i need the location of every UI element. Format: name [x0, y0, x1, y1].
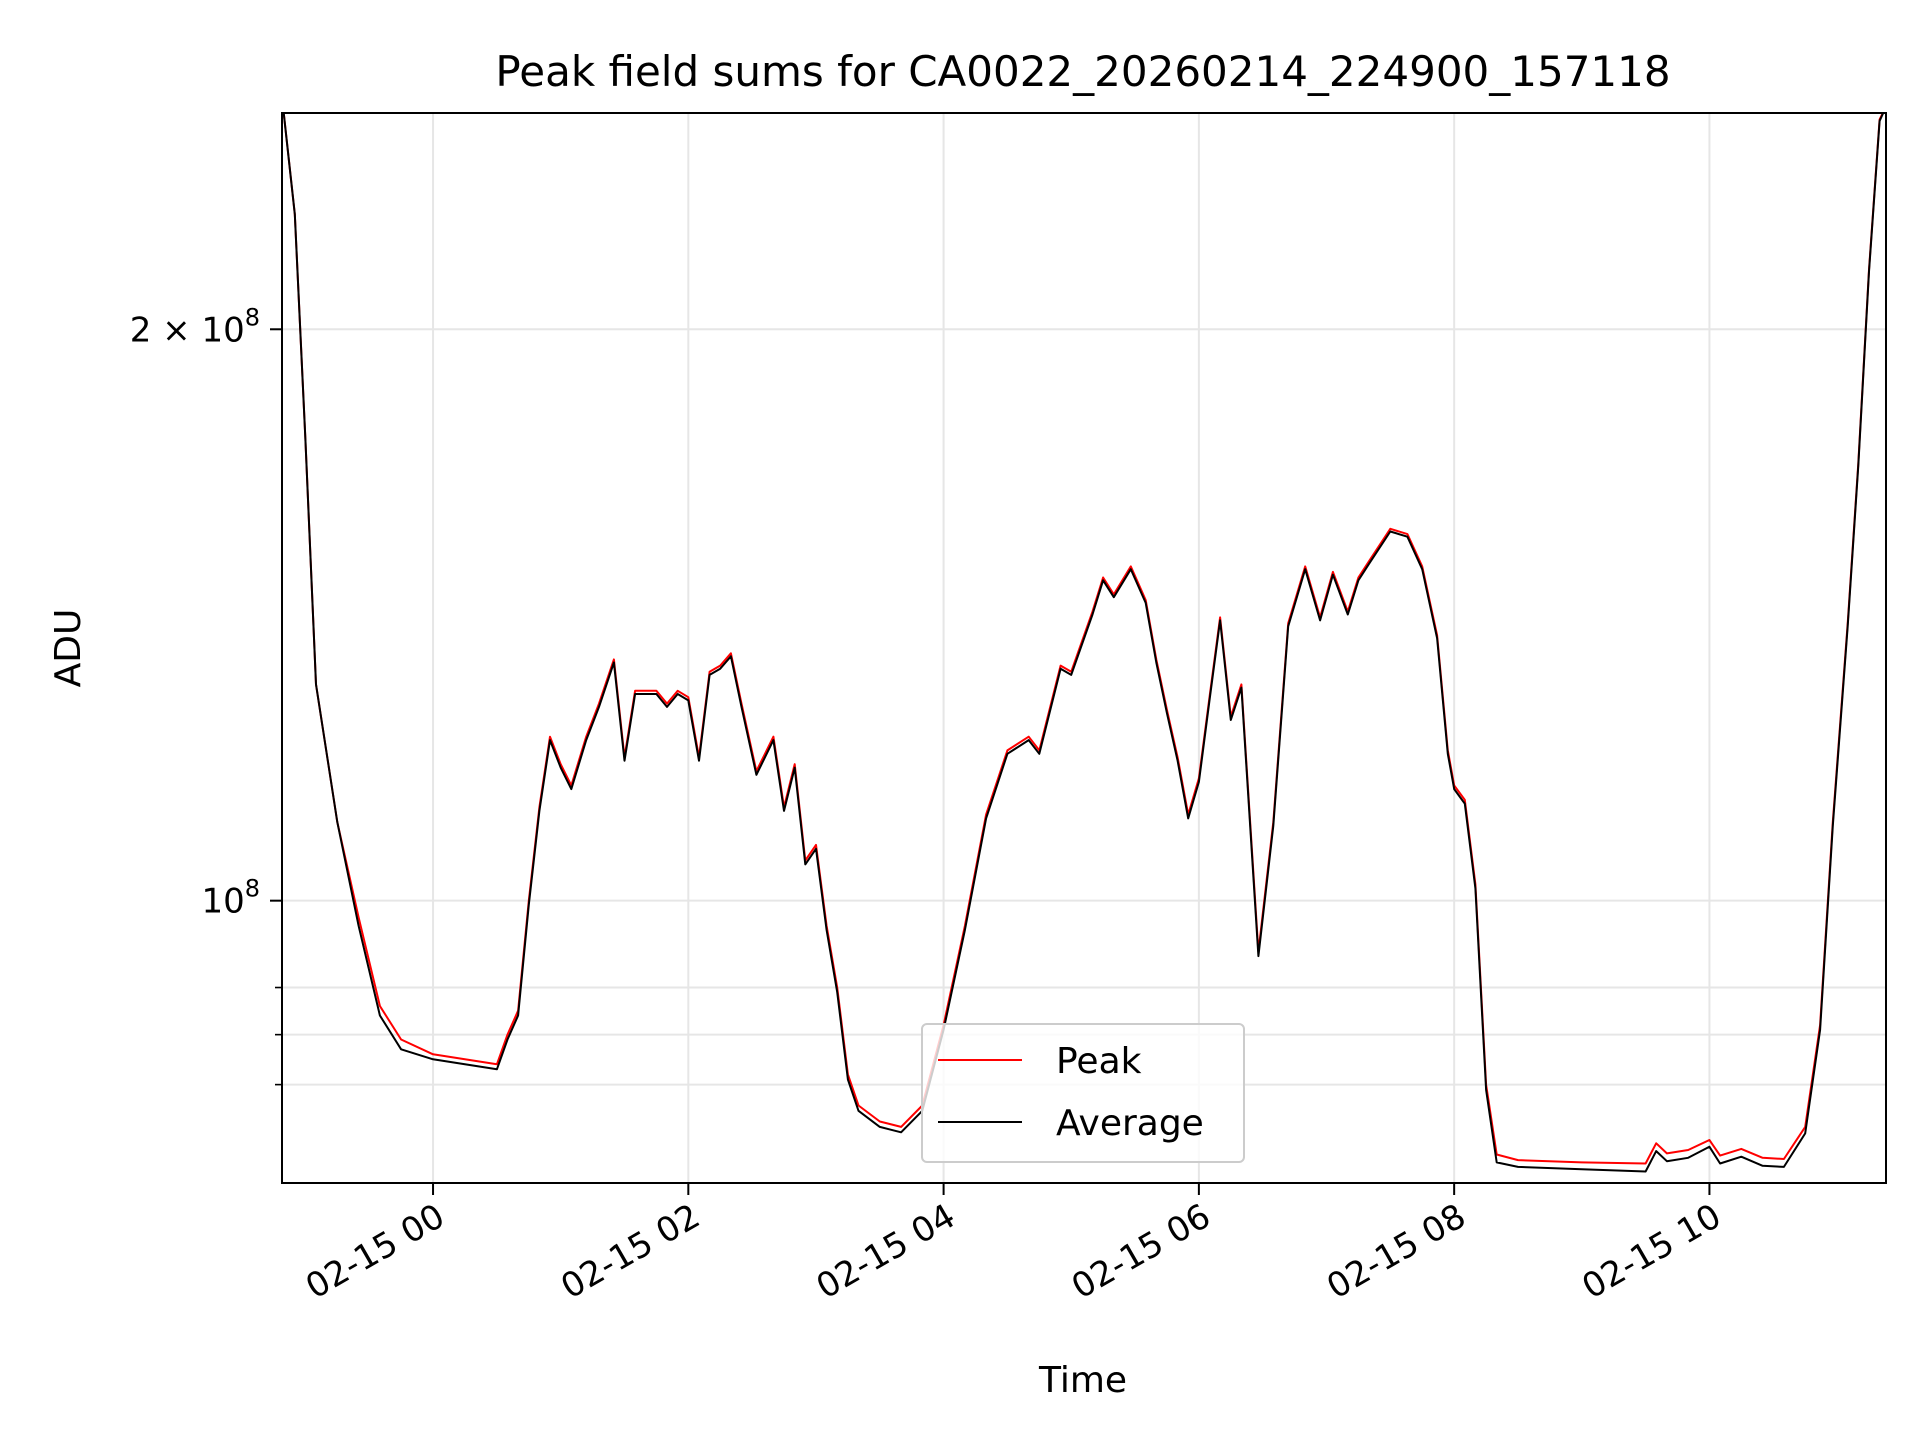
legend-box: [921, 1023, 1245, 1163]
chart-title: Peak field sums for CA0022_20260214_2249…: [495, 47, 1670, 96]
legend-label-peak: Peak: [1056, 1041, 1142, 1082]
x-axis-label: Time: [1038, 1360, 1127, 1401]
y-tick-label: 2 × 108: [130, 303, 260, 350]
legend: Peak Average: [921, 1023, 1245, 1163]
plot-frame: [281, 112, 1887, 1184]
series-line-average: [282, 113, 1885, 1173]
y-tick-label: 108: [201, 875, 260, 922]
y-axis-label: ADU: [48, 609, 89, 688]
series-line-peak: [282, 113, 1884, 1165]
series-layer: [282, 113, 1885, 1173]
y-axis-ticks: 108 2 × 108: [130, 303, 282, 1086]
legend-label-average: Average: [1056, 1103, 1204, 1144]
grid-lines: [282, 113, 1886, 1183]
